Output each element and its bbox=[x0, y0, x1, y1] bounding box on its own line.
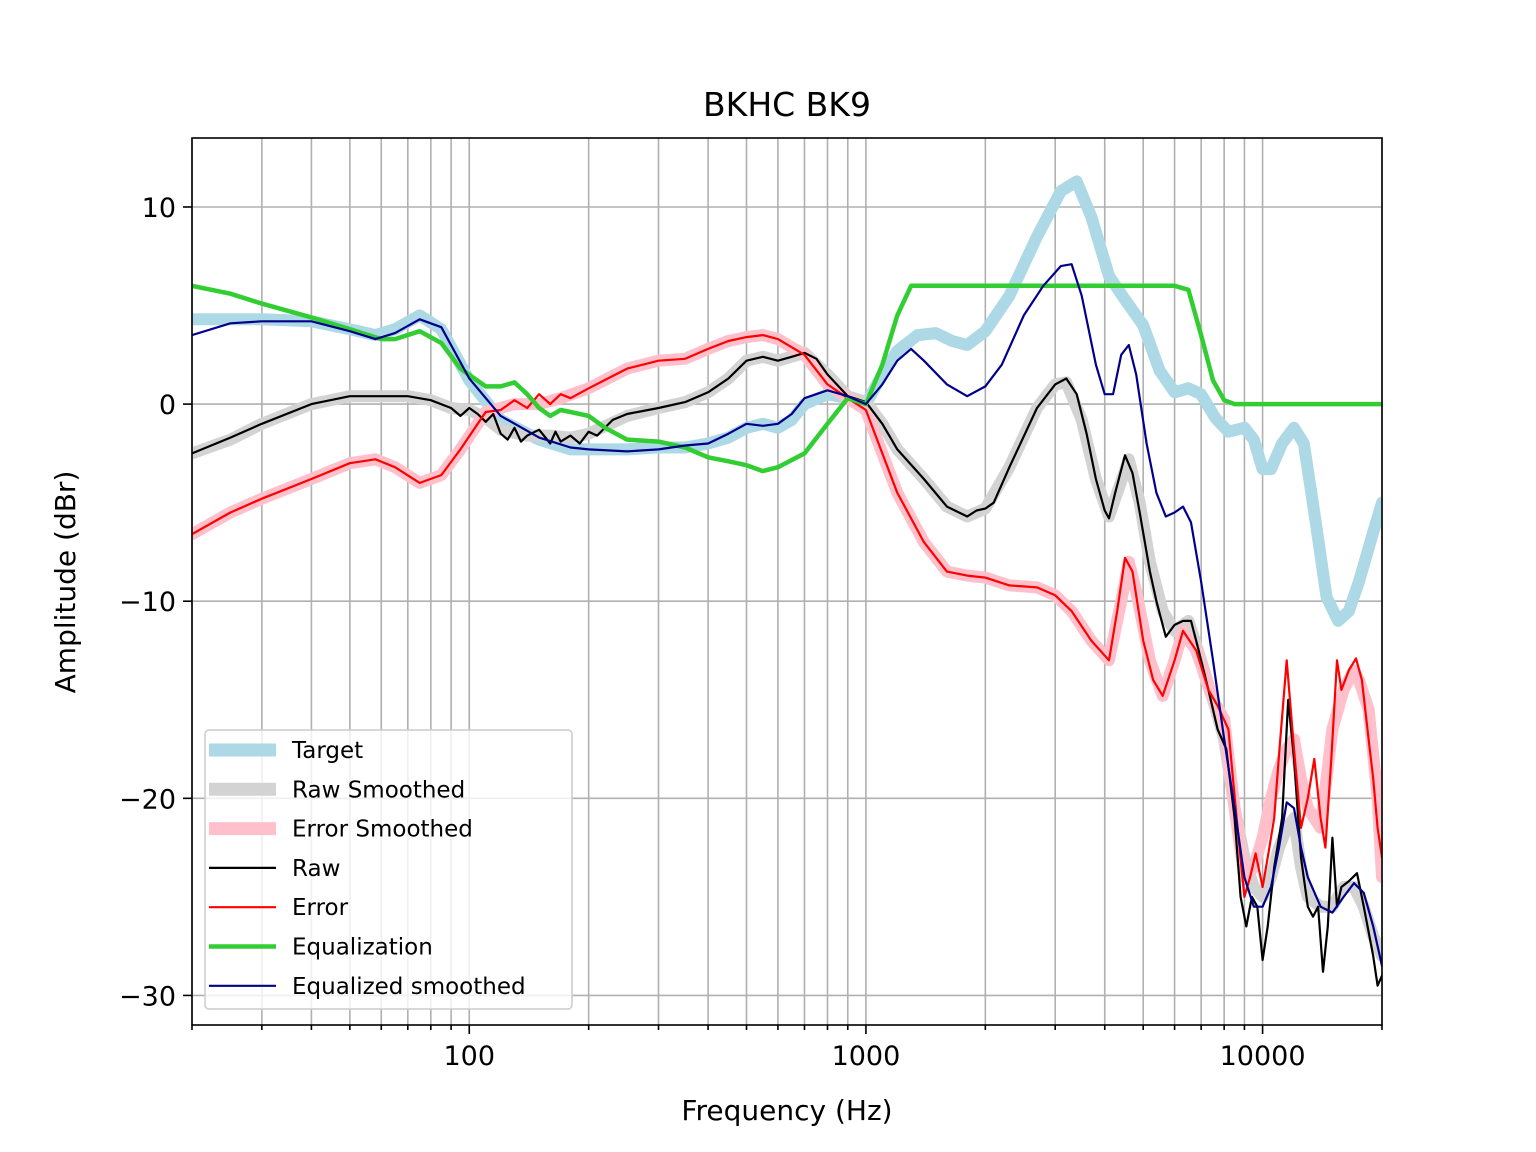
legend-label-equalization: Equalization bbox=[292, 935, 433, 961]
legend: Target Raw Smoothed Error Smoothed Raw Error… bbox=[204, 729, 573, 1010]
x-tick-label: 1000 bbox=[832, 1041, 901, 1072]
x-axis-label: Frequency (Hz) bbox=[681, 1094, 892, 1127]
y-tick-label: −20 bbox=[119, 784, 176, 815]
series-line-equalization bbox=[192, 283, 1382, 474]
legend-label-error: Error bbox=[292, 895, 349, 921]
y-tick-label: −30 bbox=[119, 981, 176, 1012]
legend-label-raw-smoothed: Raw Smoothed bbox=[292, 777, 465, 803]
y-axis-label: Amplitude (dBr) bbox=[49, 471, 82, 694]
legend-label-target: Target bbox=[291, 738, 363, 764]
x-tick-label: 100 bbox=[443, 1041, 495, 1072]
chart-title: BKHC BK9 bbox=[703, 85, 871, 124]
series-line-equalized-smoothed bbox=[192, 263, 1382, 967]
legend-box bbox=[204, 729, 573, 1010]
series-line-raw bbox=[192, 351, 1382, 987]
series-group bbox=[192, 175, 1382, 987]
plot-frame bbox=[191, 137, 1383, 1026]
y-tick-label: 10 bbox=[142, 193, 176, 224]
y-tick-label: −10 bbox=[119, 587, 176, 618]
y-tick-label: 0 bbox=[159, 390, 176, 421]
legend-label-equalized-smoothed: Equalized smoothed bbox=[292, 974, 526, 1000]
x-tick-label: 10000 bbox=[1220, 1041, 1306, 1072]
series-line-error bbox=[192, 334, 1382, 898]
legend-label-raw: Raw bbox=[292, 856, 340, 882]
legend-label-error-smoothed: Error Smoothed bbox=[292, 817, 473, 843]
